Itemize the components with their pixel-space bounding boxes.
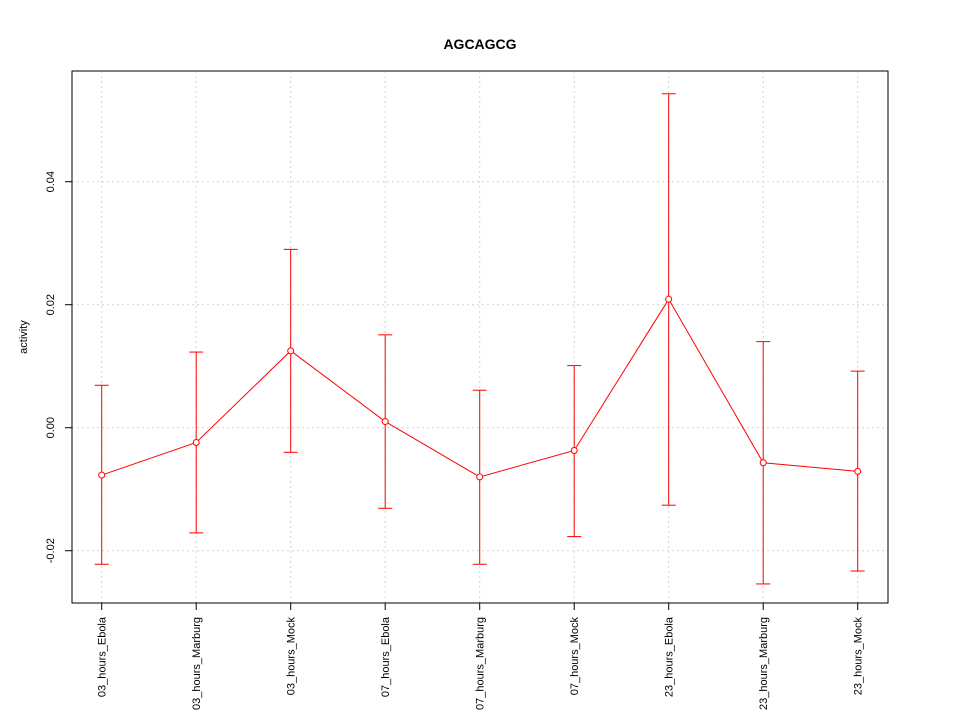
x-tick-label: 03_hours_Ebola [97,616,109,697]
data-points [98,295,862,481]
data-point [854,467,862,475]
y-tick-label: 0.02 [45,294,57,315]
x-tick-label: 03_hours_Mock [286,617,298,696]
data-point [287,347,295,355]
y-axis-label: activity [18,320,30,354]
y-tick-label: 0.04 [45,171,57,192]
data-point [192,438,200,446]
data-point [381,418,389,426]
x-tick-label: 23_hours_Ebola [664,616,676,697]
y-tick-label: 0.00 [45,417,57,438]
data-point [759,459,767,467]
x-tick-label: 07_hours_Mock [569,617,581,696]
x-tick-label: 07_hours_Ebola [380,616,392,697]
x-tick-label: 23_hours_Marburg [758,617,770,710]
chart-title: AGCAGCG [443,36,516,52]
data-point [98,471,106,479]
x-tick-label: 07_hours_Marburg [475,617,487,710]
data-point [570,446,578,454]
data-point [665,295,673,303]
x-axis: 03_hours_Ebola 03_hours_Marburg 03_hours_M… [97,603,865,710]
x-tick-label: 23_hours_Mock [853,617,865,696]
y-tick-label: -0.02 [45,538,57,563]
data-point [476,473,484,481]
y-axis: -0.02 0.00 0.02 0.04 [45,171,72,563]
x-tick-label: 03_hours_Marburg [191,617,203,710]
